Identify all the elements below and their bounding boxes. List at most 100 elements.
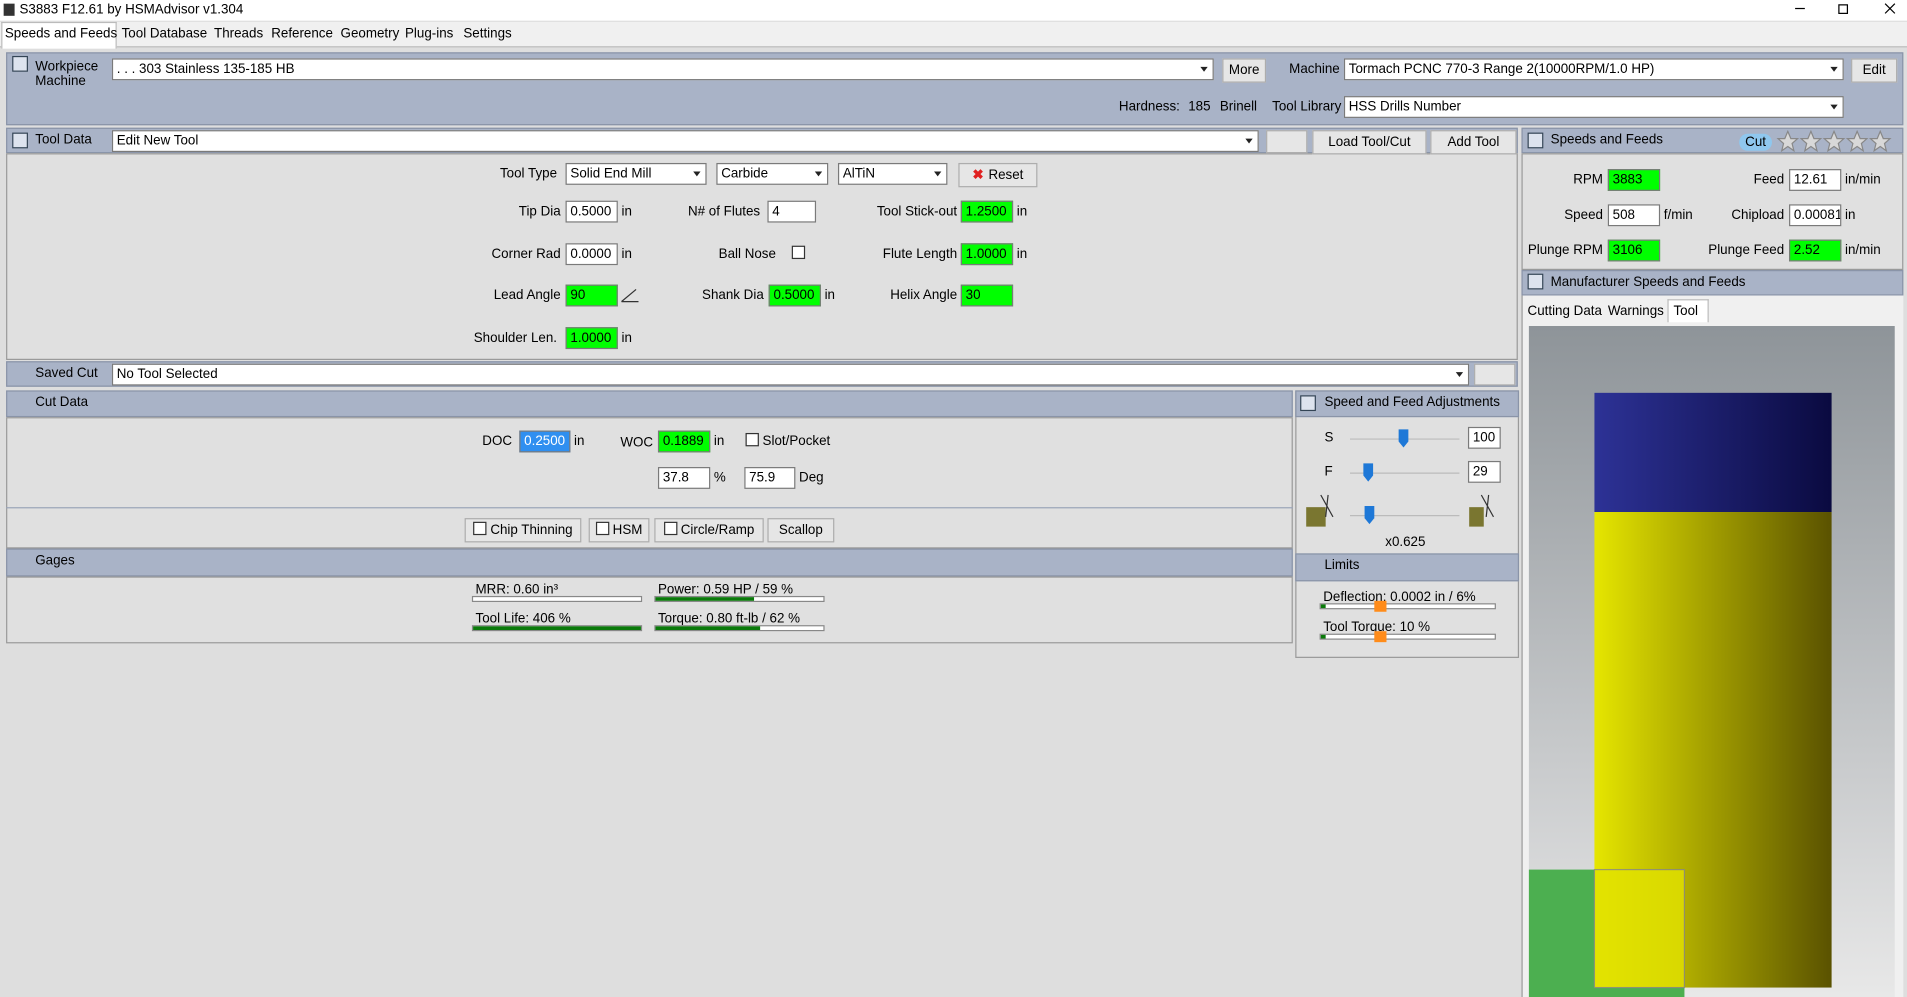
gage-fill xyxy=(655,597,755,601)
saved-cut-select[interactable]: No Tool Selected xyxy=(111,363,1470,386)
menu-tab[interactable]: Speeds and Feeds xyxy=(4,26,118,42)
gage-fill xyxy=(473,626,641,630)
tool-data-body xyxy=(6,153,1518,360)
label: Tool Type xyxy=(499,166,558,182)
gage-label: Tool Life: 406 % xyxy=(475,611,571,627)
sf-label: Plunge RPM xyxy=(1527,243,1603,258)
gage-label: Power: 0.59 HP / 59 % xyxy=(657,582,794,598)
field-input[interactable]: 0.5000 xyxy=(768,284,821,307)
limit-marker xyxy=(1374,631,1387,643)
label: Tool Library xyxy=(1272,99,1342,115)
field-unit: % xyxy=(713,470,726,486)
slider-value[interactable]: 29 xyxy=(1467,460,1501,483)
panel-label: Tool Data xyxy=(35,132,92,148)
more-button[interactable]: More xyxy=(1222,58,1267,83)
slider-label: F xyxy=(1324,464,1333,480)
sliders[interactable] xyxy=(1299,420,1518,529)
gage-bar xyxy=(471,625,643,632)
field-unit: in xyxy=(621,330,632,346)
field-input[interactable]: 1.0000 xyxy=(960,243,1014,266)
sf-unit: in xyxy=(1844,207,1856,223)
sf-value[interactable]: 3106 xyxy=(1607,239,1661,262)
material-select[interactable]: . . . 303 Stainless 135-185 HB xyxy=(111,58,1214,81)
field-input[interactable]: 1.2500 xyxy=(960,200,1014,223)
active-tab xyxy=(1,21,117,49)
field-input[interactable]: 90 xyxy=(565,284,618,307)
option-button[interactable]: HSM xyxy=(588,518,650,543)
panel-label: Limits xyxy=(1324,558,1360,573)
angle-input[interactable]: 75.9 xyxy=(744,467,796,489)
collapse-icon xyxy=(12,55,28,72)
field-input[interactable]: 1.0000 xyxy=(565,327,618,350)
sf-value[interactable]: 508 xyxy=(1607,204,1661,227)
sf-label: RPM xyxy=(1573,172,1603,188)
sf-unit: f/min xyxy=(1663,207,1693,223)
field-label: Flute Length xyxy=(882,246,958,262)
mfr-tab[interactable]: Tool xyxy=(1673,304,1699,319)
field-label: Ball Nose xyxy=(718,246,776,262)
field-label: Tool Stick-out xyxy=(876,204,958,219)
coating-select[interactable]: AlTiN xyxy=(837,162,948,185)
field-label: Corner Rad xyxy=(491,246,561,262)
panel-label: Speed and Feed Adjustments xyxy=(1324,395,1500,410)
tool-preview xyxy=(1528,325,1895,997)
percent-input[interactable]: 37.8 xyxy=(657,467,711,489)
mfr-tab[interactable]: Warnings xyxy=(1607,304,1664,319)
field-label: DOC xyxy=(482,434,513,449)
option-button[interactable]: Circle/Ramp xyxy=(654,518,764,543)
gage-bar xyxy=(654,625,825,632)
doc-input[interactable]: 0.2500 xyxy=(519,430,571,453)
field-input[interactable]: 0.0000 xyxy=(565,243,618,266)
option-button[interactable]: Scallop xyxy=(767,518,835,543)
machine-select[interactable]: Tormach PCNC 770-3 Range 2(10000RPM/1.0 … xyxy=(1343,58,1844,81)
gage-bar xyxy=(1319,633,1496,640)
menu-tab[interactable]: Plug-ins xyxy=(404,26,454,42)
sf-label: Chipload xyxy=(1731,207,1785,223)
edit-button[interactable]: Edit xyxy=(1851,58,1898,83)
menu-tab[interactable]: Reference xyxy=(271,26,333,42)
collapse-icon xyxy=(12,132,28,149)
add-tool-button[interactable]: Add Tool xyxy=(1430,130,1517,155)
gage-bar xyxy=(471,595,643,603)
adjustments-header xyxy=(1295,390,1520,418)
field-input[interactable]: 0.5000 xyxy=(565,200,618,223)
sf-value[interactable]: 3883 xyxy=(1607,169,1661,191)
gage-fill xyxy=(1320,604,1326,609)
field-input[interactable]: 30 xyxy=(960,284,1014,307)
search-icon-button[interactable] xyxy=(1266,130,1308,154)
gage-bar xyxy=(654,595,825,603)
gages-body xyxy=(6,576,1293,644)
menu-tab[interactable]: Geometry xyxy=(340,26,400,42)
field-label: N# of Flutes xyxy=(687,204,761,219)
rating-stars xyxy=(1776,130,1892,153)
menu-tab[interactable]: Tool Database xyxy=(121,26,208,42)
tool-material-select[interactable]: Carbide xyxy=(716,162,829,185)
angle-icon xyxy=(621,288,639,303)
limit-marker xyxy=(1374,600,1387,612)
sf-label: Plunge Feed xyxy=(1708,243,1785,258)
sf-value[interactable]: 12.61 xyxy=(1789,169,1842,191)
mfr-tab[interactable]: Cutting Data xyxy=(1527,304,1602,319)
checkbox[interactable] xyxy=(792,243,809,265)
saved-cut-button[interactable] xyxy=(1474,363,1516,386)
sf-value[interactable]: 2.52 xyxy=(1789,239,1842,262)
field-input[interactable]: 4 xyxy=(767,200,817,223)
sf-value[interactable]: 0.00081 xyxy=(1789,204,1842,227)
gage-label: Deflection: 0.0002 in / 6% xyxy=(1323,589,1476,605)
slot-checkbox[interactable]: Slot/Pocket xyxy=(746,431,831,453)
label: Hardness: xyxy=(1118,99,1180,115)
reset-button[interactable]: Reset xyxy=(958,162,1038,188)
woc-input[interactable]: 0.1889 xyxy=(657,430,711,453)
field-unit: in xyxy=(621,246,632,262)
field-label: Tip Dia xyxy=(518,204,561,219)
menu-tab[interactable]: Threads xyxy=(214,26,264,42)
slider-value[interactable]: 100 xyxy=(1467,426,1501,449)
tool-library-select[interactable]: HSS Drills Number xyxy=(1343,96,1844,118)
option-button[interactable]: Chip Thinning xyxy=(464,518,582,543)
load-tool-button[interactable]: Load Tool/Cut xyxy=(1312,130,1427,155)
tool-select[interactable]: Edit New Tool xyxy=(111,130,1259,153)
tool-type-select[interactable]: Solid End Mill xyxy=(565,162,707,185)
menu-tab[interactable]: Settings xyxy=(463,26,512,42)
sf-label: Speed xyxy=(1564,207,1603,223)
collapse-icon xyxy=(1527,273,1544,290)
